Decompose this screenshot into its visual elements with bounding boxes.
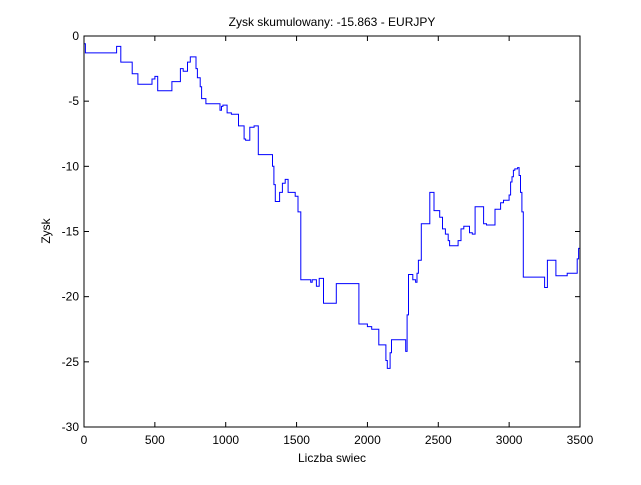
data-series-line bbox=[84, 43, 581, 369]
plot-area-background bbox=[84, 36, 580, 427]
x-tick-label: 0 bbox=[81, 433, 88, 447]
x-tick-label: 1500 bbox=[283, 433, 310, 447]
y-tick-label: -15 bbox=[62, 225, 80, 239]
x-axis-label: Liczba swiec bbox=[298, 451, 366, 465]
y-axis-label: Zysk bbox=[39, 217, 53, 243]
y-tick-label: -30 bbox=[62, 420, 80, 434]
plot-area-frame bbox=[83, 35, 581, 428]
x-tick-label: 2000 bbox=[354, 433, 381, 447]
x-tick-label: 3000 bbox=[496, 433, 523, 447]
y-tick-label: -10 bbox=[62, 159, 80, 173]
y-tick-label: -25 bbox=[62, 355, 80, 369]
x-tick-label: 500 bbox=[145, 433, 165, 447]
x-tick-label: 1000 bbox=[212, 433, 239, 447]
x-tick-labels: 0 500 1000 1500 2000 2500 3000 3500 bbox=[81, 433, 594, 447]
y-tick-label: -5 bbox=[68, 94, 79, 108]
x-tick-label: 2500 bbox=[425, 433, 452, 447]
y-tick-label: 0 bbox=[72, 29, 79, 43]
x-tick-label: 3500 bbox=[567, 433, 594, 447]
y-tick-label: -20 bbox=[62, 290, 80, 304]
chart-title: Zysk skumulowany: -15.863 - EURJPY bbox=[229, 15, 436, 29]
y-tick-labels: 0 -5 -10 -15 -20 -25 -30 bbox=[62, 29, 80, 434]
